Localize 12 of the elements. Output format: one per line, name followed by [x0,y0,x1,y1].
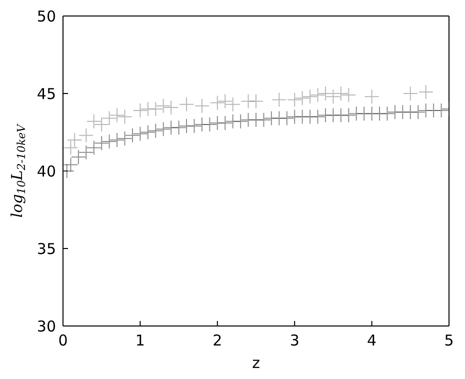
x-tick-label: 2 [212,332,222,350]
x-tick-label: 4 [367,332,377,350]
y-tick-label: 30 [36,317,56,336]
y-tick-label: 40 [36,162,56,180]
y-tick-label: 50 [36,7,56,26]
x-tick-label: 1 [135,332,145,350]
y-tick-label: 35 [36,240,56,258]
x-tick-label: 3 [290,332,300,350]
x-axis-title: z [252,354,260,372]
y-tick-label: 45 [36,84,56,103]
x-tick-label: 5 [444,332,454,350]
x-tick-label: 0 [58,332,68,350]
